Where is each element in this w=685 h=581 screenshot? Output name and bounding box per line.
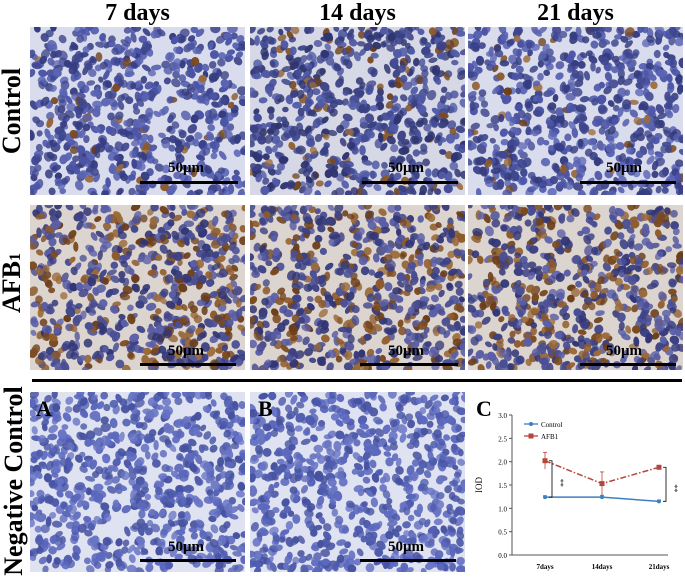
micrograph-control-14-days: [250, 27, 465, 195]
micrograph-afb1-7-days: [30, 205, 245, 370]
scale-bar-label: 50μm: [388, 160, 424, 177]
data-point: [657, 499, 661, 503]
column-header-7-days: 7 days: [30, 0, 245, 26]
row-header-control: Control: [0, 51, 27, 171]
micrograph-afb1-21-days: [468, 205, 683, 370]
scale-bar: [580, 181, 676, 184]
iod-line-chart: 0.0 0.5 1.0 1.5 2.0 2.5 3.0 7days 14days 21days IO…: [468, 395, 685, 575]
data-point: [657, 465, 662, 470]
scale-bar: [580, 363, 676, 366]
data-point: [543, 458, 548, 463]
y-tick-label: 3.0: [498, 412, 507, 420]
scale-bar-label: 50μm: [168, 160, 204, 177]
y-tick-label: 0.0: [498, 552, 507, 560]
x-tick-label: 7days: [536, 563, 553, 571]
panel-letter-b: B: [258, 396, 273, 422]
data-point: [600, 495, 604, 499]
legend-marker: [529, 422, 533, 426]
significance-marker: **: [556, 479, 565, 487]
scale-bar-label: 50μm: [388, 343, 424, 360]
legend-label-control: Control: [541, 421, 562, 429]
column-header-14-days: 14 days: [250, 0, 465, 26]
x-tick-label: 14days: [592, 563, 613, 571]
scale-bar-label: 50μm: [606, 160, 642, 177]
significance-bracket: [549, 461, 552, 497]
scale-bar-label: 50μm: [606, 343, 642, 360]
scale-bar: [140, 559, 236, 562]
legend-label-afb1: AFB1: [541, 433, 559, 441]
y-tick-label: 2.0: [498, 459, 507, 467]
micrograph-negative-control-b: [250, 392, 465, 572]
row-header-negative-control: Negative Control: [0, 381, 29, 581]
legend-marker: [529, 434, 534, 439]
scale-bar-label: 50μm: [168, 539, 204, 556]
scale-bar: [140, 363, 236, 366]
micrograph-control-7-days: [30, 27, 245, 195]
row-header-afb1: AFB1: [0, 223, 27, 343]
y-tick-label: 0.5: [498, 529, 507, 537]
section-divider: [32, 379, 682, 382]
micrograph-negative-control-a: [30, 392, 245, 572]
scale-bar-label: 50μm: [168, 343, 204, 360]
y-tick-label: 1.0: [498, 505, 507, 513]
micrograph-afb1-14-days: [250, 205, 465, 370]
panel-letter-a: A: [36, 396, 52, 422]
scale-bar: [362, 181, 458, 184]
scale-bar-label: 50μm: [388, 539, 424, 556]
column-header-21-days: 21 days: [468, 0, 683, 26]
significance-bracket: [663, 467, 666, 501]
scale-bar: [360, 559, 456, 562]
data-point: [600, 481, 605, 486]
x-tick-label: 21days: [649, 563, 670, 571]
y-tick-label: 2.5: [498, 435, 507, 443]
y-axis-label: IOD: [474, 477, 484, 493]
scale-bar: [360, 363, 458, 366]
micrograph-control-21-days: [468, 27, 683, 195]
data-point: [543, 495, 547, 499]
significance-marker: **: [670, 484, 679, 492]
y-tick-label: 1.5: [498, 482, 507, 490]
scale-bar: [140, 181, 238, 184]
